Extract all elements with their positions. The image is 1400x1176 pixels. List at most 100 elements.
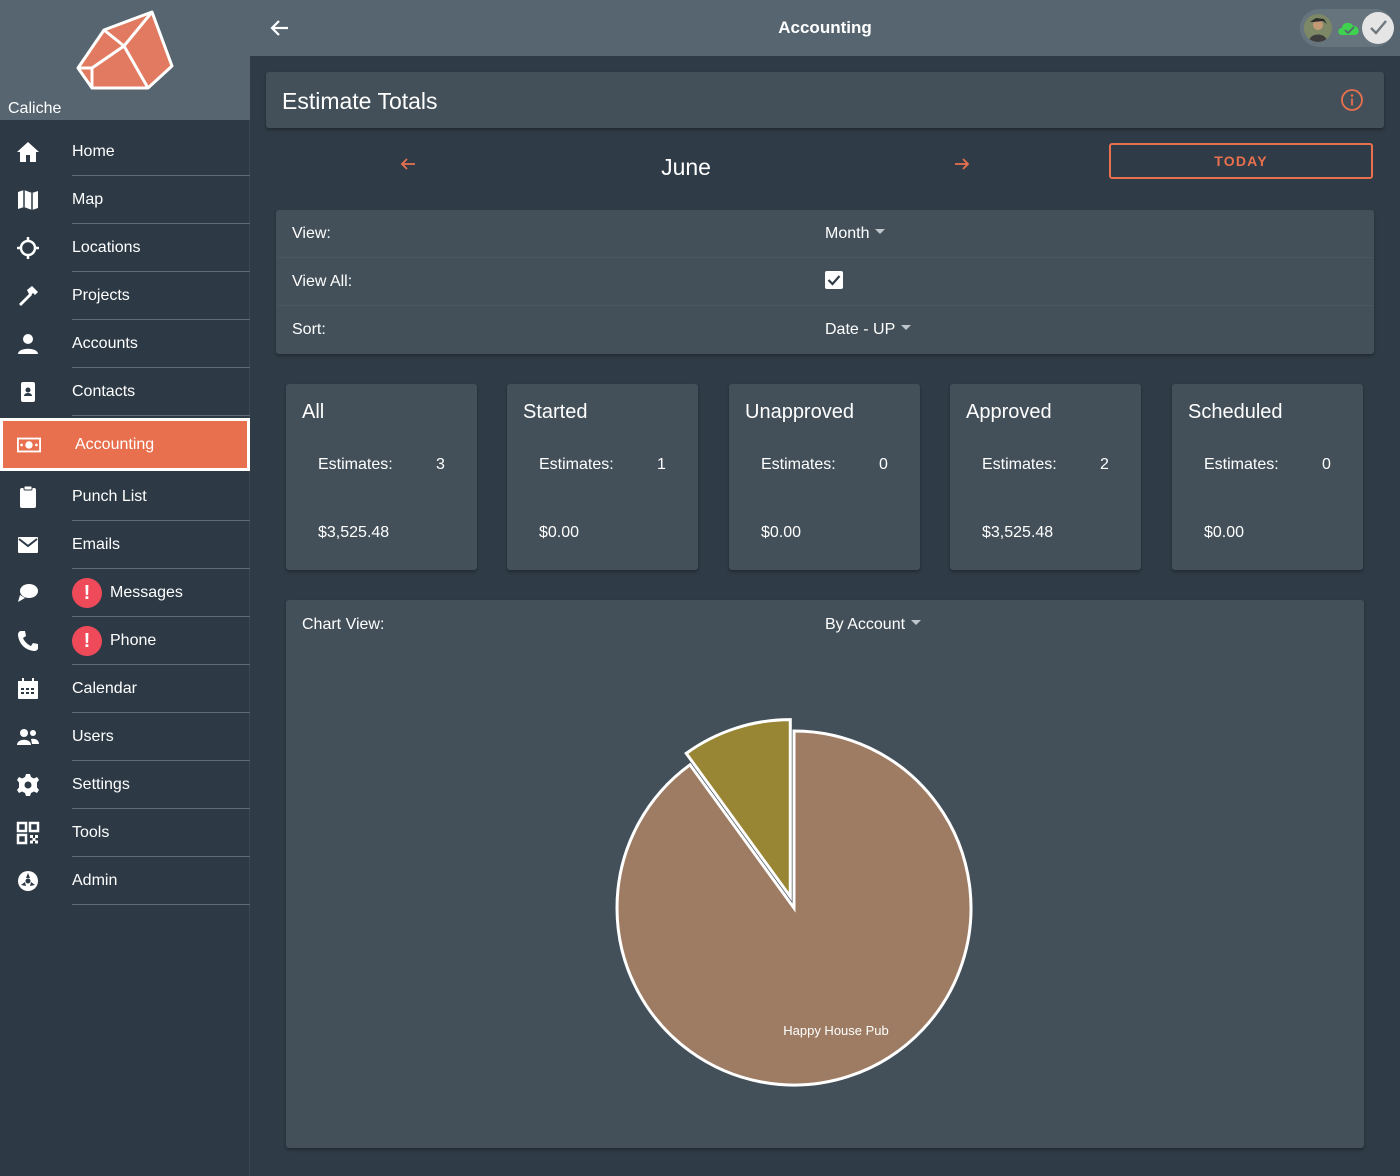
divider bbox=[276, 305, 1374, 306]
month-label: June bbox=[661, 154, 711, 180]
sidebar-item-emails[interactable]: Emails bbox=[0, 521, 250, 569]
status-indicators[interactable] bbox=[1300, 9, 1394, 47]
sidebar-item-label: Tools bbox=[72, 824, 110, 841]
stat-amount: $0.00 bbox=[539, 524, 580, 541]
divider bbox=[72, 856, 250, 857]
money-icon bbox=[17, 433, 41, 457]
sidebar-item-map[interactable]: Map bbox=[0, 176, 250, 224]
estimates-label: Estimates: bbox=[318, 456, 393, 473]
sidebar-item-label: Calendar bbox=[72, 680, 137, 697]
view-select[interactable]: Month bbox=[825, 225, 886, 243]
sidebar: Caliche Home Map Locations bbox=[0, 0, 250, 1176]
phone-book-icon bbox=[16, 380, 40, 404]
sidebar-item-locations[interactable]: Locations bbox=[0, 224, 250, 272]
estimate-totals-header: Estimate Totals bbox=[266, 72, 1384, 128]
sidebar-item-home[interactable]: Home bbox=[0, 128, 250, 176]
estimates-count: 2 bbox=[1100, 456, 1109, 473]
sidebar-item-projects[interactable]: Projects bbox=[0, 272, 250, 320]
pie-chart[interactable]: Happy House Pub bbox=[286, 600, 1364, 1148]
stat-amount: $0.00 bbox=[761, 524, 802, 541]
stat-card-scheduled[interactable]: Scheduled Estimates: 0 $0.00 bbox=[1172, 384, 1363, 570]
stat-card-unapproved[interactable]: Unapproved Estimates: 0 $0.00 bbox=[729, 384, 920, 570]
stat-title: Started bbox=[523, 401, 588, 423]
sidebar-item-phone[interactable]: ! Phone bbox=[0, 617, 250, 665]
handset-icon bbox=[16, 629, 40, 653]
sidebar-item-label: Map bbox=[72, 191, 104, 208]
sidebar-item-messages[interactable]: ! Messages bbox=[0, 569, 250, 617]
sort-select[interactable]: Date - UP bbox=[825, 321, 912, 339]
sidebar-item-label: Admin bbox=[72, 872, 118, 889]
stat-card-started[interactable]: Started Estimates: 1 $0.00 bbox=[507, 384, 698, 570]
sidebar-item-accounts[interactable]: Accounts bbox=[0, 320, 250, 368]
arrow-left-icon[interactable] bbox=[396, 152, 420, 176]
sidebar-item-tools[interactable]: Tools bbox=[0, 809, 250, 857]
estimates-label: Estimates: bbox=[761, 456, 836, 473]
sort-row: Sort: Date - UP bbox=[276, 306, 1374, 354]
pie-slice-1[interactable] bbox=[684, 718, 792, 902]
divider bbox=[72, 760, 250, 761]
divider bbox=[72, 616, 250, 617]
sidebar-item-users[interactable]: Users bbox=[0, 713, 250, 761]
options-panel: View: Month View All: Sort: Date - UP bbox=[276, 210, 1374, 354]
sidebar-item-punch-list[interactable]: Punch List bbox=[0, 473, 250, 521]
check-icon[interactable] bbox=[1362, 12, 1394, 44]
sidebar-item-label: Projects bbox=[72, 287, 130, 304]
sidebar-item-settings[interactable]: Settings bbox=[0, 761, 250, 809]
sort-select-value: Date - UP bbox=[825, 321, 896, 338]
divider bbox=[72, 520, 250, 521]
view-all-checkbox[interactable] bbox=[825, 271, 843, 289]
divider bbox=[72, 712, 250, 713]
users-icon bbox=[16, 725, 40, 749]
divider bbox=[72, 223, 250, 224]
chart-view-label: Chart View: bbox=[302, 616, 385, 633]
caliche-logo bbox=[76, 10, 174, 90]
view-select-value: Month bbox=[825, 225, 870, 242]
today-button[interactable]: TODAY bbox=[1109, 143, 1373, 179]
info-icon[interactable] bbox=[1340, 88, 1364, 112]
sidebar-item-label: Locations bbox=[72, 239, 141, 256]
crosshair-icon bbox=[16, 236, 40, 260]
divider bbox=[72, 568, 250, 569]
chart-view-select-value: By Account bbox=[825, 616, 906, 633]
sidebar-item-admin[interactable]: Admin bbox=[0, 857, 250, 905]
stat-card-approved[interactable]: Approved Estimates: 2 $3,525.48 bbox=[950, 384, 1141, 570]
estimates-label: Estimates: bbox=[982, 456, 1057, 473]
sidebar-item-label: Messages bbox=[110, 584, 183, 601]
divider bbox=[72, 415, 250, 416]
sidebar-item-calendar[interactable]: Calendar bbox=[0, 665, 250, 713]
stat-title: Scheduled bbox=[1188, 401, 1283, 423]
divider bbox=[72, 271, 250, 272]
sidebar-item-label: Accounts bbox=[72, 335, 138, 352]
clipboard-icon bbox=[16, 485, 40, 509]
alert-badge: ! bbox=[72, 578, 102, 608]
divider bbox=[72, 664, 250, 665]
stat-card-all[interactable]: All Estimates: 3 $3,525.48 bbox=[286, 384, 477, 570]
sidebar-item-accounting[interactable]: Accounting bbox=[0, 418, 250, 471]
view-all-label: View All: bbox=[292, 273, 353, 290]
map-icon bbox=[16, 188, 40, 212]
chart-view-select[interactable]: By Account bbox=[825, 616, 922, 634]
qr-icon bbox=[16, 821, 40, 845]
pie-slice-0[interactable] bbox=[615, 729, 973, 1087]
divider bbox=[72, 175, 250, 176]
chevron-down-icon bbox=[911, 620, 922, 626]
avatar[interactable] bbox=[1304, 14, 1332, 42]
sidebar-item-label: Contacts bbox=[72, 383, 136, 400]
chart-panel: Chart View: By Account Happy House Pub bbox=[286, 600, 1364, 1148]
view-all-row: View All: bbox=[276, 258, 1374, 306]
stat-amount: $0.00 bbox=[1204, 524, 1245, 541]
arrow-right-icon[interactable] bbox=[950, 152, 974, 176]
section-title: Estimate Totals bbox=[282, 88, 438, 114]
sidebar-item-label: Accounting bbox=[75, 435, 155, 453]
sidebar-item-contacts[interactable]: Contacts bbox=[0, 368, 250, 416]
divider bbox=[72, 904, 250, 905]
person-icon bbox=[16, 332, 40, 356]
back-arrow-icon[interactable] bbox=[266, 14, 294, 42]
estimates-count: 1 bbox=[657, 456, 666, 473]
estimates-label: Estimates: bbox=[539, 456, 614, 473]
calendar-icon bbox=[16, 677, 40, 701]
date-navigation: June TODAY bbox=[266, 140, 1384, 196]
estimates-label: Estimates: bbox=[1204, 456, 1279, 473]
stat-amount: $3,525.48 bbox=[982, 524, 1054, 541]
home-icon bbox=[16, 140, 40, 164]
